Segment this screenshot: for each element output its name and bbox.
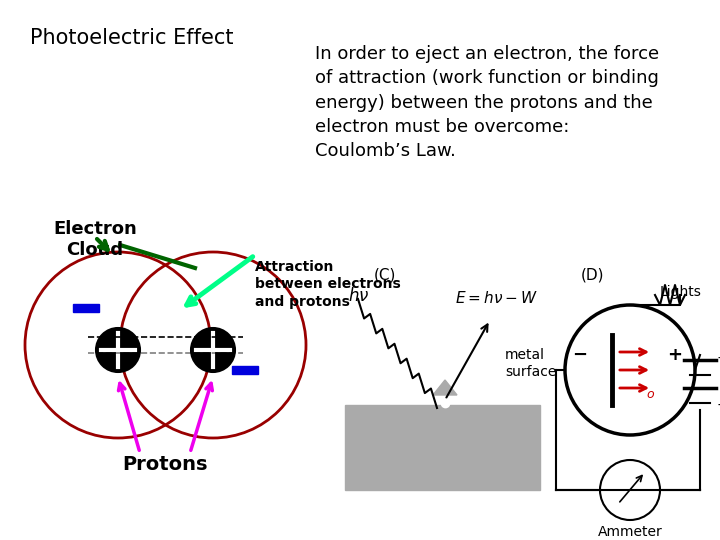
Text: −: −: [716, 398, 720, 412]
Text: +: +: [667, 346, 683, 364]
Bar: [73, 304, 99, 312]
Text: (D): (D): [580, 268, 604, 283]
Circle shape: [96, 328, 140, 372]
Text: Protons: Protons: [122, 455, 208, 474]
Text: Electron
Cloud: Electron Cloud: [53, 220, 137, 259]
Bar: [345, 405, 540, 490]
Polygon shape: [433, 380, 457, 395]
Text: +: +: [716, 351, 720, 365]
Text: (C): (C): [374, 268, 396, 283]
Text: o: o: [646, 388, 654, 402]
Text: $E = h\nu - W$: $E = h\nu - W$: [455, 290, 538, 306]
Text: Attraction
between electrons
and protons: Attraction between electrons and protons: [255, 260, 401, 308]
Text: Photoelectric Effect: Photoelectric Effect: [30, 28, 233, 48]
Text: In order to eject an electron, the force
of attraction (work function or binding: In order to eject an electron, the force…: [315, 45, 659, 160]
Text: −: −: [572, 346, 588, 364]
Text: Ammeter: Ammeter: [598, 525, 662, 539]
Text: $h\nu$: $h\nu$: [348, 287, 369, 305]
Circle shape: [191, 328, 235, 372]
Text: Lights: Lights: [660, 285, 702, 299]
Bar: [232, 366, 258, 374]
Text: metal
surface: metal surface: [505, 348, 557, 379]
